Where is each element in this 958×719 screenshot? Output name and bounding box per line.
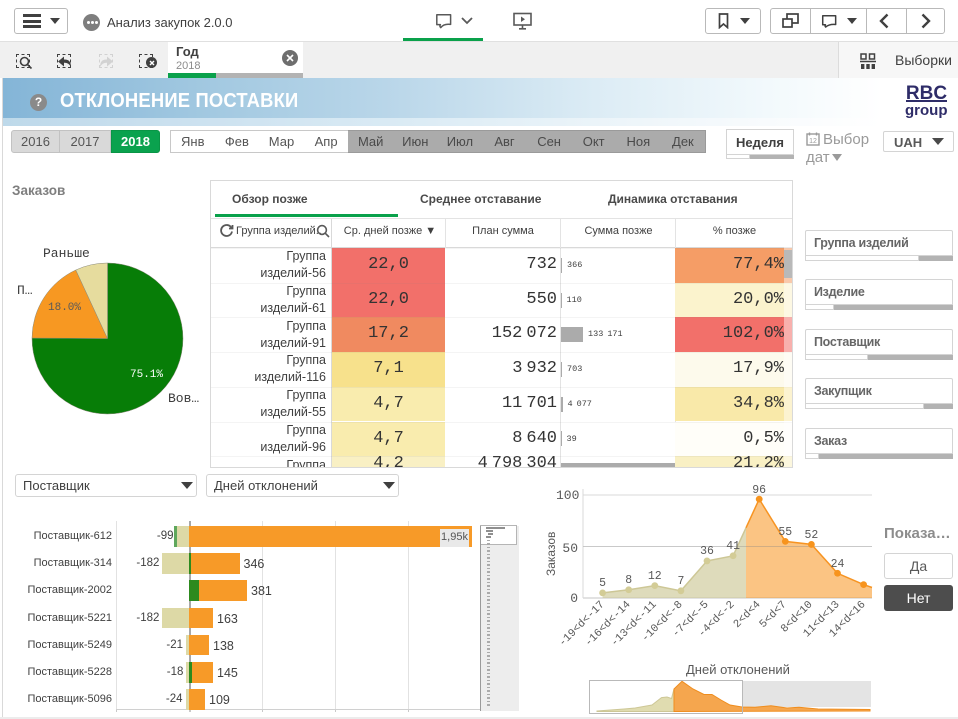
svg-text:12: 12: [809, 138, 817, 145]
